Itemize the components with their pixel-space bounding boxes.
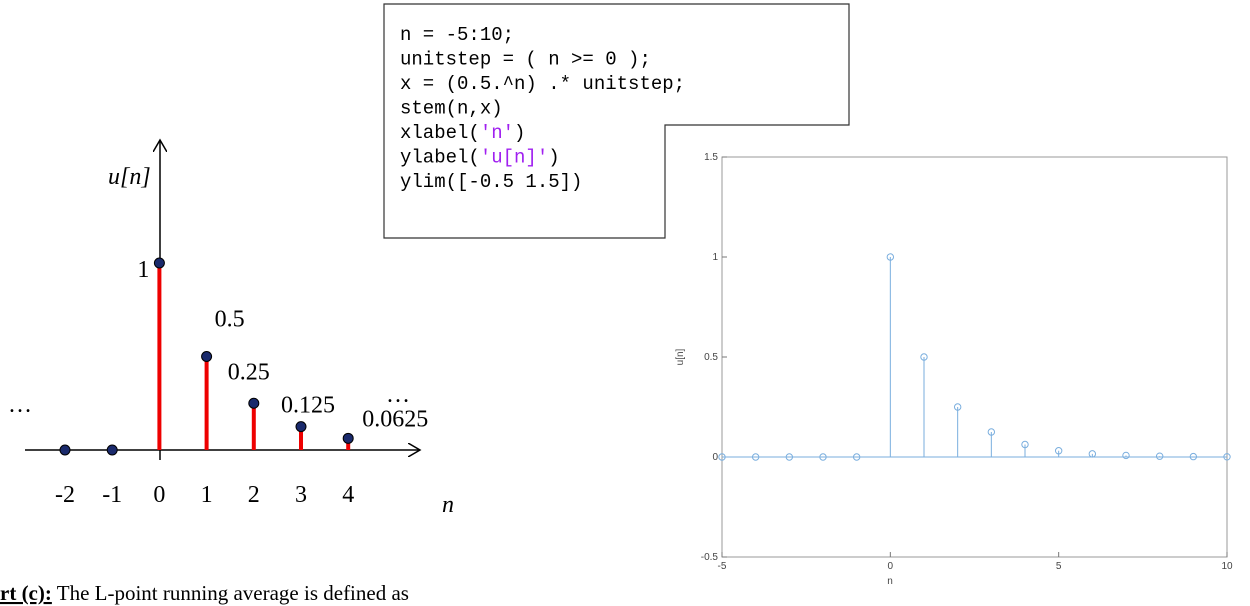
code-token: x = (0.5.^n) .* unitstep;: [400, 73, 685, 95]
stem-marker: [342, 432, 354, 444]
stem-marker: [1155, 452, 1164, 460]
code-token: 'n': [480, 122, 514, 144]
code-token: xlabel(: [400, 122, 480, 144]
y-axis-label: u[n]: [108, 164, 151, 190]
stem-marker: [953, 403, 962, 411]
stem-marker: [201, 351, 213, 362]
x-tick-label: -1: [102, 482, 122, 508]
stem-marker: [987, 428, 996, 436]
stem-marker: [1021, 440, 1029, 449]
code-line: ylim([-0.5 1.5]): [400, 171, 582, 193]
code-box: n = -5:10; unitstep = ( n >= 0 );x = (0.5…: [383, 3, 850, 239]
code-line: xlabel('n'): [400, 122, 525, 144]
stem-diagram: u[n] n … … -2 -1 0 1 1 0.5 2 0.25 3 0.125 4 0.0625: [8, 140, 454, 518]
code-token: n = -5:10;: [400, 24, 514, 46]
x-tick-label: -2: [55, 482, 75, 508]
stem-marker: [1122, 451, 1130, 460]
paragraph: rt (c): The L-point running average is d…: [0, 581, 409, 605]
code-token: ylabel(: [400, 147, 480, 169]
data-label: 0.25: [228, 359, 270, 385]
ellipsis: …: [8, 392, 32, 418]
stem-marker: [295, 421, 307, 433]
x-tick-label: 5: [1056, 561, 1062, 572]
data-label: 0.0625: [362, 406, 428, 432]
x-tick-label: 0: [888, 561, 894, 572]
stem-marker: [819, 453, 827, 461]
ellipsis: …: [386, 382, 410, 408]
x-tick-label: 3: [295, 482, 307, 508]
x-tick-label: 2: [248, 482, 260, 508]
y-tick-label: 1.5: [704, 152, 718, 163]
stem-marker: [1189, 452, 1198, 461]
data-label: 0.5: [215, 307, 245, 333]
code-token: ): [548, 147, 559, 169]
x-tick-label: -5: [718, 561, 727, 572]
part-heading: rt (c):: [0, 581, 52, 605]
data-label: 1: [137, 257, 149, 283]
code-line: n = -5:10;: [400, 24, 514, 46]
y-tick-label: 0: [712, 452, 718, 463]
data-label: 0.125: [281, 393, 335, 419]
stem-marker: [1223, 453, 1231, 461]
code-token: ylim([-0.5 1.5]): [400, 171, 582, 193]
x-axis-label: n: [442, 492, 454, 518]
stem-marker: [886, 253, 895, 261]
stem-marker: [785, 453, 794, 461]
stem-marker: [248, 397, 260, 409]
matlab-plot: n u[n] -5 0 5 10 -0.5 0 0.5 1 1.5: [675, 152, 1233, 587]
x-tick-label: 4: [342, 482, 354, 508]
y-tick-label: 1: [712, 252, 718, 263]
stem-marker: [1088, 450, 1097, 458]
code-line: ylabel('u[n]'): [400, 147, 560, 169]
code-token: ): [514, 122, 525, 144]
stem-marker: [106, 444, 118, 456]
code-token: unitstep = ( n >= 0 );: [400, 49, 651, 71]
x-tick-label: 0: [153, 482, 165, 508]
code-line: x = (0.5.^n) .* unitstep;: [400, 73, 685, 95]
stem-marker: [751, 453, 760, 461]
y-axis-label: u[n]: [675, 348, 686, 365]
y-tick-label: -0.5: [701, 552, 719, 563]
x-tick-label: 10: [1221, 561, 1233, 572]
stem-marker: [852, 453, 861, 461]
code-line: unitstep = ( n >= 0 );: [400, 49, 651, 71]
code-line: stem(n,x): [400, 98, 503, 120]
x-tick-label: 1: [201, 482, 213, 508]
stem-marker: [718, 453, 726, 461]
x-axis-label: n: [887, 576, 893, 587]
code-token: 'u[n]': [480, 147, 548, 169]
code-border: [383, 3, 850, 239]
code-token: stem(n,x): [400, 98, 503, 120]
stem-marker: [920, 353, 928, 361]
stem-marker: [1054, 447, 1063, 455]
stem-marker: [153, 257, 165, 269]
plot-frame: [721, 156, 1228, 558]
y-tick-label: 0.5: [704, 352, 718, 363]
stem-marker: [59, 444, 71, 456]
part-text: The L-point running average is defined a…: [52, 581, 409, 605]
